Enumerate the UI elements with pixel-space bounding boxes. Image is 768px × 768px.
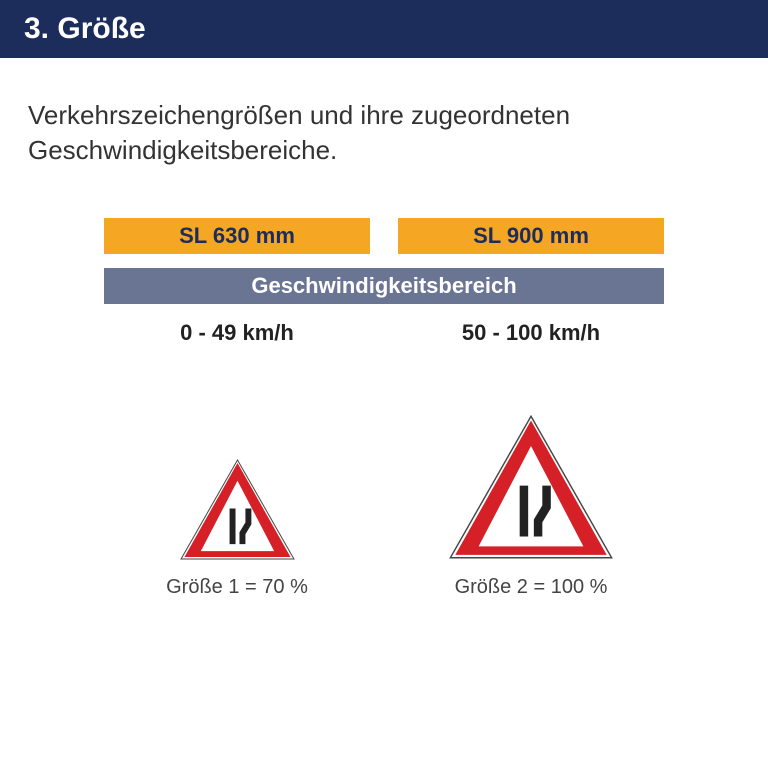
size-table: SL 630 mm SL 900 mm Geschwindigkeitsbere… xyxy=(104,218,664,352)
speed-header: Geschwindigkeitsbereich xyxy=(104,268,664,304)
size-row: SL 630 mm SL 900 mm xyxy=(104,218,664,254)
traffic-sign-icon xyxy=(178,457,297,562)
section-header: 3. Größe xyxy=(0,0,768,58)
speed-row: 0 - 49 km/h 50 - 100 km/h xyxy=(104,314,664,352)
sign-col-1: Größe 1 = 70 % xyxy=(104,457,370,599)
sign-label-2: Größe 2 = 100 % xyxy=(455,576,608,599)
signs-row: Größe 1 = 70 % Größe 2 = 100 % xyxy=(104,412,664,599)
sign-col-2: Größe 2 = 100 % xyxy=(398,412,664,599)
sign-label-1: Größe 1 = 70 % xyxy=(166,576,308,599)
size-cell-2: SL 900 mm xyxy=(398,218,664,254)
section-title: 3. Größe xyxy=(24,12,146,45)
speed-cell-2: 50 - 100 km/h xyxy=(398,314,664,352)
speed-cell-1: 0 - 49 km/h xyxy=(104,314,370,352)
intro-text: Verkehrszeichengrößen und ihre zugeordne… xyxy=(0,58,768,178)
size-cell-1: SL 630 mm xyxy=(104,218,370,254)
traffic-sign-icon xyxy=(446,412,616,562)
